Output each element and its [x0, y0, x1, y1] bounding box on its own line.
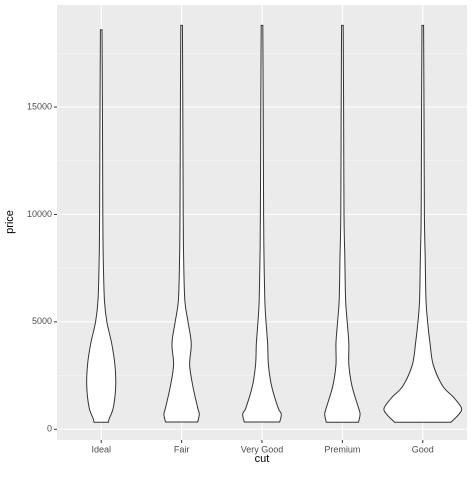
x-tick-label: Very Good [241, 444, 284, 454]
violin [324, 24, 361, 423]
violin [86, 29, 117, 423]
y-axis-title: price [4, 210, 16, 234]
violin [383, 24, 463, 423]
x-tick-label: Good [412, 444, 434, 454]
x-tick-label: Ideal [91, 444, 111, 454]
y-tick-label: 10000 [27, 209, 52, 219]
x-tick-label: Fair [174, 444, 190, 454]
violin [242, 24, 282, 423]
x-tick-label: Premium [324, 444, 360, 454]
x-axis-title: cut [255, 453, 270, 465]
violin [163, 24, 200, 423]
y-tick-label: 0 [47, 424, 52, 434]
y-tick-label: 15000 [27, 101, 52, 111]
y-tick-label: 5000 [32, 316, 52, 326]
